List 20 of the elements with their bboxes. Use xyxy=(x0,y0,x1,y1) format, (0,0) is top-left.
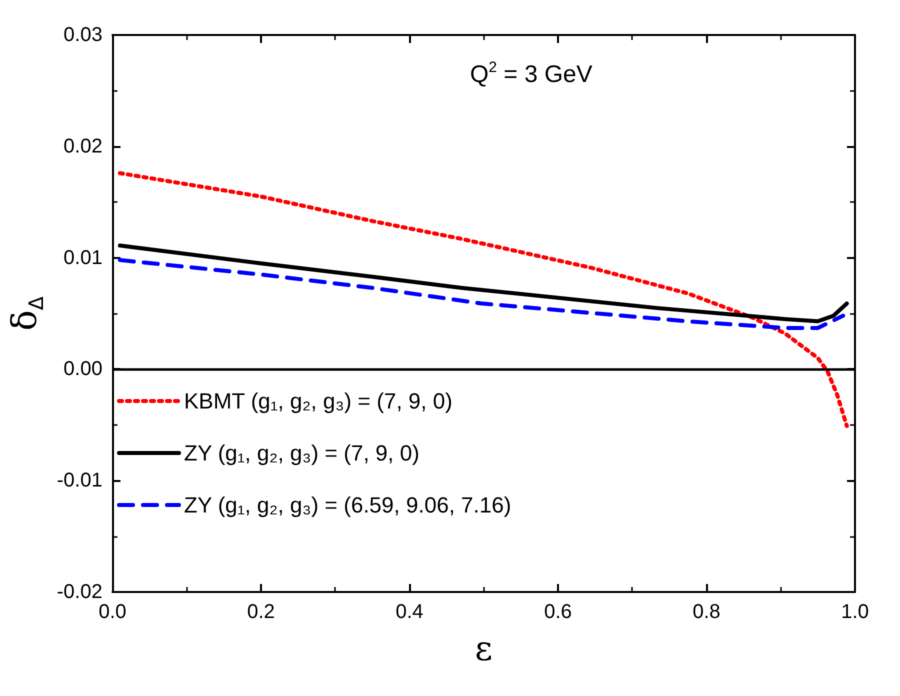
x-tick-label: 1.0 xyxy=(841,601,869,623)
line-series xyxy=(118,244,849,324)
y-tick-label: 0.03 xyxy=(64,24,102,46)
y-axis-title: δΔ xyxy=(5,296,48,331)
y-tick-label: 0.02 xyxy=(64,135,102,158)
x-axis-title: ε xyxy=(474,629,493,669)
y-tick-label: -0.02 xyxy=(56,581,102,603)
x-tick-label: 0.2 xyxy=(247,601,275,623)
legend-label: ZY (g₁, g₂, g₃) = (7, 9, 0) xyxy=(184,440,420,466)
y-tick-label: -0.01 xyxy=(56,470,102,492)
legend-label: ZY (g₁, g₂, g₃) = (6.59, 9.06, 7.16) xyxy=(184,492,512,518)
line-series xyxy=(118,171,849,428)
y-tick-label: 0.01 xyxy=(64,246,102,269)
x-tick-label: 0.0 xyxy=(98,601,126,623)
x-tick-label: 0.8 xyxy=(692,601,720,623)
x-tick-label: 0.4 xyxy=(396,601,424,623)
legend-label: KBMT (g₁, g₂, g₃) = (7, 9, 0) xyxy=(184,388,452,414)
line-series xyxy=(118,258,846,330)
y-tick-label: 0.00 xyxy=(64,358,102,380)
x-tick-label: 0.6 xyxy=(544,601,572,623)
